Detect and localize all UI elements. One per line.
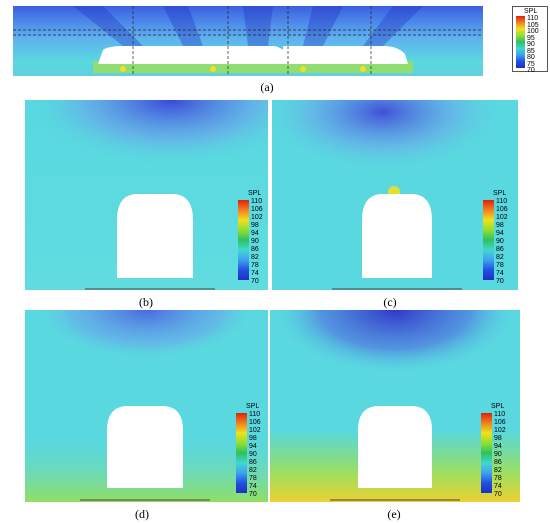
train-cross-section [358, 406, 432, 488]
legend-tick: 106 [496, 206, 508, 213]
legend-tick: 86 [496, 246, 504, 253]
caption-c: (c) [383, 295, 397, 309]
legend-tick: 82 [494, 467, 502, 474]
train-cross-section [117, 194, 193, 278]
legend-tick: 78 [249, 475, 257, 482]
legend-tick: 105 [527, 21, 539, 29]
panel-e-cross-section [270, 310, 520, 502]
legend-tick: 70 [249, 491, 257, 498]
panel-c-cross-section [272, 100, 518, 290]
legend-tick: 106 [251, 206, 263, 213]
legend-tick: 102 [496, 214, 508, 221]
legend-tick: 110 [249, 411, 261, 418]
legend-tick: 70 [527, 67, 535, 74]
legend-title: SPL [248, 190, 262, 197]
legend-tick: 98 [494, 435, 502, 442]
legend-a-colorbar [516, 16, 525, 68]
legend-tick: 94 [496, 230, 504, 237]
legend-tick: 80 [527, 54, 535, 61]
legend-tick: 94 [249, 443, 257, 450]
train-side-silhouette [98, 46, 408, 64]
legend-tick: 95 [527, 34, 535, 42]
legend-e: SPL 110 106 102 98 94 90 86 82 78 74 70 [481, 403, 511, 498]
train-cross-section [107, 406, 183, 488]
legend-e-colorbar [481, 413, 492, 493]
legend-tick: 74 [249, 483, 257, 490]
caption-d: (d) [135, 507, 149, 521]
caption-e: (e) [387, 507, 401, 521]
legend-tick: 98 [496, 222, 504, 229]
legend-tick: 82 [251, 254, 259, 261]
train-cross-section [362, 194, 432, 278]
caption-b: (b) [139, 295, 153, 309]
panel-d-cross-section [25, 310, 268, 502]
legend-tick: 86 [251, 246, 259, 253]
legend-tick: 110 [496, 198, 508, 205]
legend-tick: 78 [496, 262, 504, 269]
legend-tick: 102 [249, 427, 261, 434]
legend-tick: 86 [494, 459, 502, 466]
legend-tick: 90 [251, 238, 259, 245]
legend-tick: 82 [249, 467, 257, 474]
legend-tick: 75 [527, 60, 535, 68]
legend-tick: 94 [494, 443, 502, 450]
legend-tick: 90 [249, 451, 257, 458]
legend-c: SPL 110 106 102 98 94 90 86 82 78 74 70 [483, 190, 513, 285]
legend-tick: 98 [249, 435, 257, 442]
legend-tick: 74 [494, 483, 502, 490]
legend-d-colorbar [236, 413, 247, 493]
legend-tick: 106 [249, 419, 261, 426]
legend-b: SPL 110 106 102 98 94 90 86 82 78 74 70 [238, 190, 268, 285]
legend-title: SPL [493, 190, 507, 197]
legend-tick: 90 [527, 41, 535, 48]
legend-tick: 110 [527, 15, 539, 22]
caption-a: (a) [260, 80, 274, 94]
legend-tick: 78 [251, 262, 259, 269]
legend-tick: 74 [251, 270, 259, 277]
legend-a: SPL 110 105 100 95 90 85 80 75 70 [512, 6, 548, 74]
legend-tick: 70 [251, 278, 259, 285]
legend-tick: 102 [494, 427, 506, 434]
legend-tick: 106 [494, 419, 506, 426]
legend-tick: 98 [251, 222, 259, 229]
legend-tick: 102 [251, 214, 263, 221]
legend-tick: 90 [496, 238, 504, 245]
panel-a-side-view [13, 6, 483, 76]
legend-tick: 110 [494, 411, 506, 418]
panel-b-cross-section [25, 100, 268, 290]
legend-d: SPL 110 106 102 98 94 90 86 82 78 74 70 [236, 403, 266, 498]
legend-tick: 94 [251, 230, 259, 237]
legend-tick: 100 [527, 28, 539, 35]
legend-tick: 85 [527, 47, 535, 55]
legend-b-colorbar [238, 200, 249, 280]
legend-title: SPL [491, 403, 505, 410]
legend-tick: 86 [249, 459, 257, 466]
legend-tick: 74 [496, 270, 504, 277]
legend-tick: 82 [496, 254, 504, 261]
legend-tick: 78 [494, 475, 502, 482]
legend-tick: 70 [496, 278, 504, 285]
legend-tick: 90 [494, 451, 502, 458]
legend-title: SPL [524, 8, 538, 15]
legend-c-colorbar [483, 200, 494, 280]
legend-tick: 70 [494, 491, 502, 498]
legend-tick: 110 [251, 198, 263, 205]
legend-title: SPL [246, 403, 260, 410]
